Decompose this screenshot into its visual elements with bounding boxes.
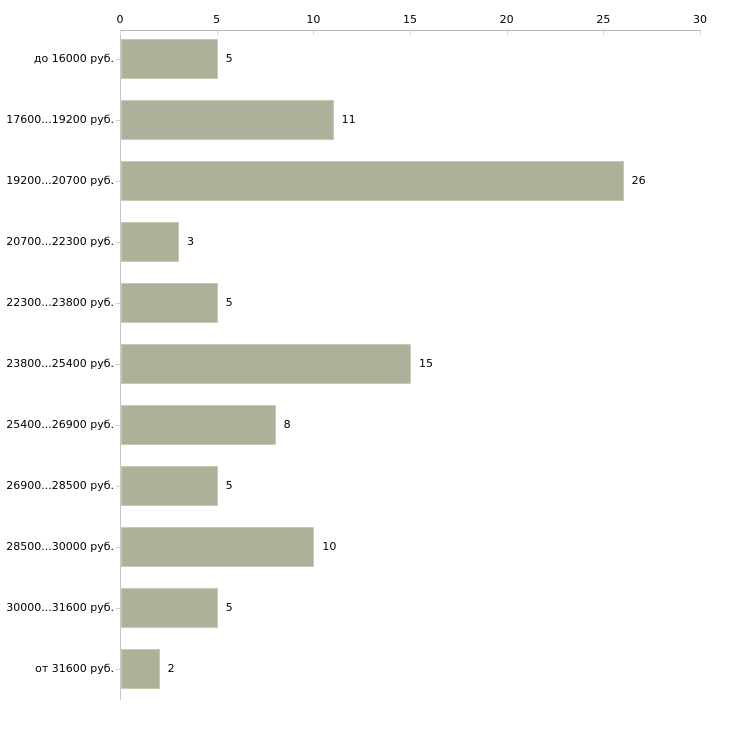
bar-value-label: 15 bbox=[419, 357, 433, 370]
y-axis-tick-mark bbox=[116, 669, 120, 670]
category-label: 25400...26900 руб. bbox=[6, 418, 114, 431]
bar bbox=[121, 466, 218, 506]
y-axis-tick-mark bbox=[116, 303, 120, 304]
category-label: 30000...31600 руб. bbox=[6, 601, 114, 614]
x-axis-tick-mark bbox=[506, 31, 508, 35]
bar-value-label: 5 bbox=[225, 52, 233, 65]
category-label: 28500...30000 руб. bbox=[6, 540, 114, 553]
x-axis-tick-label: 5 bbox=[213, 13, 221, 26]
y-axis-tick-mark bbox=[116, 242, 120, 243]
x-axis-tick-mark bbox=[603, 31, 605, 35]
bar bbox=[121, 161, 624, 201]
y-axis-line bbox=[120, 30, 121, 700]
bar-value-label: 2 bbox=[167, 662, 175, 675]
bar bbox=[121, 405, 276, 445]
category-label: 22300...23800 руб. bbox=[6, 296, 114, 309]
x-axis-tick-mark bbox=[313, 31, 315, 35]
x-axis-tick-label: 30 bbox=[693, 13, 707, 26]
bar-value-label: 11 bbox=[341, 113, 356, 126]
bar bbox=[121, 527, 315, 567]
bar bbox=[121, 283, 218, 323]
bar bbox=[121, 649, 160, 689]
bar bbox=[121, 39, 218, 79]
bar-value-label: 5 bbox=[225, 479, 233, 492]
x-axis-tick-mark bbox=[700, 31, 701, 35]
y-axis-tick-mark bbox=[116, 181, 120, 182]
bar-value-label: 8 bbox=[283, 418, 291, 431]
category-label: 20700...22300 руб. bbox=[6, 235, 114, 248]
bar-value-label: 26 bbox=[631, 174, 646, 187]
category-label: 17600...19200 руб. bbox=[6, 113, 114, 126]
category-label: до 16000 руб. bbox=[33, 52, 114, 65]
x-axis-tick-mark bbox=[410, 31, 411, 35]
y-axis-tick-mark bbox=[116, 486, 120, 487]
category-label: от 31600 руб. bbox=[35, 662, 114, 675]
x-axis-tick-label: 15 bbox=[403, 13, 417, 26]
x-axis-tick-label: 0 bbox=[116, 13, 124, 26]
y-axis-tick-mark bbox=[116, 120, 120, 121]
category-label: 19200...20700 руб. bbox=[6, 174, 114, 187]
x-axis-line bbox=[120, 30, 701, 31]
y-axis-tick-mark bbox=[116, 547, 120, 548]
bar-value-label: 3 bbox=[187, 235, 194, 248]
y-axis-tick-mark bbox=[116, 364, 120, 365]
y-axis-tick-mark bbox=[116, 59, 120, 60]
x-axis-tick-label: 25 bbox=[596, 13, 611, 26]
bar-value-label: 5 bbox=[225, 601, 233, 614]
y-axis-tick-mark bbox=[116, 425, 120, 426]
y-axis-tick-mark bbox=[116, 608, 120, 609]
bar-value-label: 5 bbox=[225, 296, 233, 309]
x-axis-tick-label: 10 bbox=[306, 13, 321, 26]
bar bbox=[121, 222, 179, 262]
category-label: 26900...28500 руб. bbox=[6, 479, 114, 492]
bar bbox=[121, 100, 334, 140]
bar bbox=[121, 588, 218, 628]
category-label: 23800...25400 руб. bbox=[6, 357, 114, 370]
bar-value-label: 10 bbox=[322, 540, 337, 553]
x-axis-tick-label: 20 bbox=[499, 13, 514, 26]
x-axis-tick-mark bbox=[120, 31, 121, 35]
x-axis-tick-mark bbox=[216, 31, 218, 35]
bar bbox=[121, 344, 411, 384]
